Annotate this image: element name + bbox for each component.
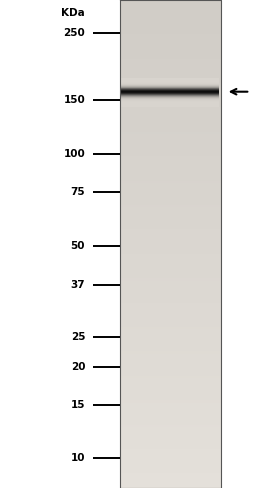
Text: 37: 37 bbox=[70, 281, 85, 290]
Text: 15: 15 bbox=[71, 400, 85, 410]
Text: 250: 250 bbox=[63, 28, 85, 38]
Text: 150: 150 bbox=[63, 95, 85, 105]
Text: 10: 10 bbox=[71, 453, 85, 464]
Text: 20: 20 bbox=[71, 362, 85, 372]
Text: 75: 75 bbox=[70, 187, 85, 197]
Text: 50: 50 bbox=[71, 241, 85, 250]
Text: 25: 25 bbox=[71, 332, 85, 342]
Text: KDa: KDa bbox=[61, 8, 85, 18]
Text: 100: 100 bbox=[63, 149, 85, 159]
